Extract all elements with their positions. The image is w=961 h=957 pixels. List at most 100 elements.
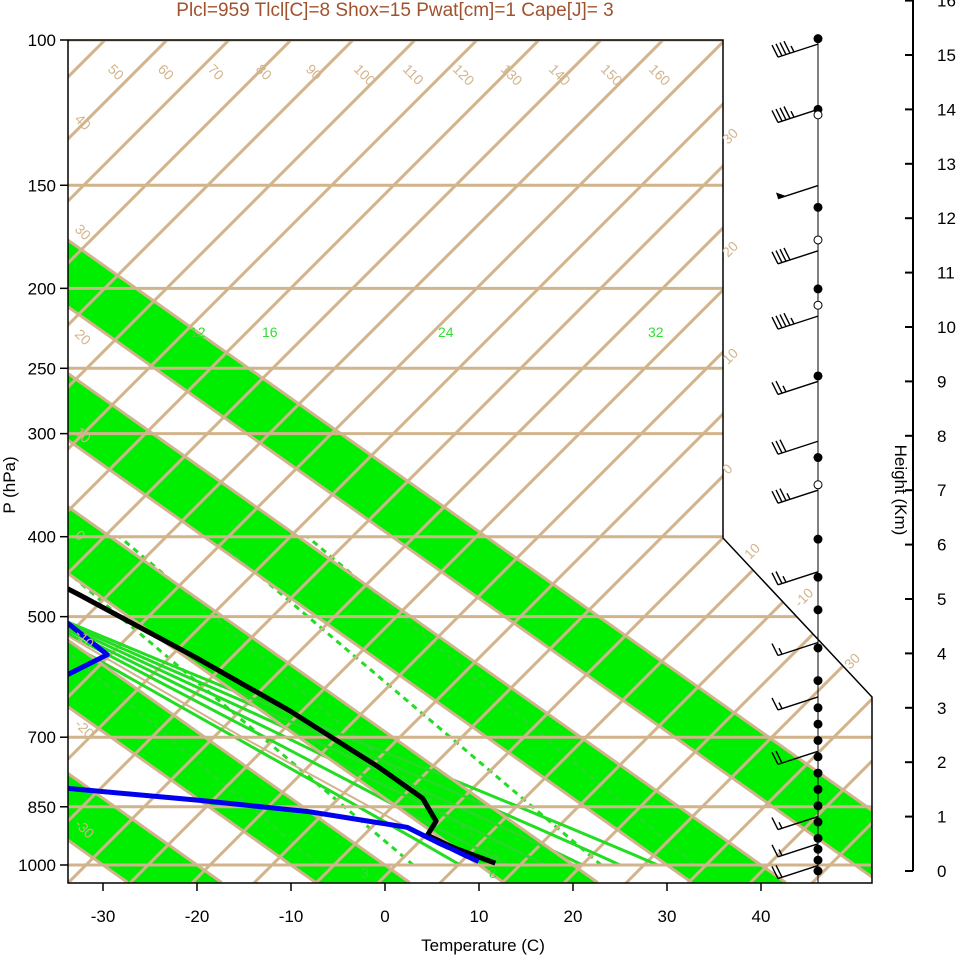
barb-flag [775, 864, 783, 878]
height-tick-label: 0 [937, 862, 946, 881]
dry-adiabat-line [128, 40, 872, 883]
wind-barb-column [771, 34, 823, 883]
barb-flag [775, 315, 783, 329]
isotherm-line [68, 40, 599, 883]
isotherm-label: 0 [719, 460, 736, 477]
height-tick-label: 1 [937, 808, 946, 827]
pressure-tick-label: 500 [28, 608, 56, 627]
dry-adiabat-line [68, 40, 872, 883]
height-tick-label: 15 [937, 46, 956, 65]
temperature-tick-label: 30 [658, 907, 677, 926]
height-dot [813, 866, 823, 876]
barb-shaft [777, 440, 819, 455]
dry-adiabat-label: 90 [303, 61, 325, 83]
isotherm-line [68, 40, 505, 883]
barb-flag [771, 251, 779, 265]
moist-adiabat-line [68, 367, 508, 867]
temperature-tick-label: -10 [279, 907, 304, 926]
wind-barb [771, 247, 819, 265]
height-tick-label: 6 [937, 536, 946, 555]
barb-flag [771, 752, 779, 765]
height-tick-label: 13 [937, 155, 956, 174]
dry-adiabat-line [500, 40, 872, 883]
plot-frame [67, 39, 873, 884]
barb-flag [783, 40, 791, 54]
x-axis-title: Temperature (C) [421, 936, 545, 955]
height-dot [813, 202, 823, 212]
isotherm-label: 10 [741, 540, 763, 562]
dry-adiabat-label: 70 [205, 61, 227, 83]
barb-flag [783, 247, 791, 261]
height-tick-label: 2 [937, 753, 946, 772]
isotherm-line [68, 40, 317, 883]
height-dot [813, 817, 823, 827]
height-tick-label: 16 [937, 0, 956, 11]
barb-flag [775, 750, 783, 764]
barb-flag [783, 312, 791, 326]
barb-shaft [777, 864, 819, 880]
barb-flag [779, 42, 787, 55]
height-dot [813, 371, 823, 381]
height-dot [813, 801, 823, 811]
height-axis-title: Height (Km) [891, 445, 910, 536]
height-tick-label: 7 [937, 481, 946, 500]
height-dot [813, 453, 823, 463]
barb-shaft [777, 250, 819, 265]
barb-half-flag [790, 317, 795, 325]
barb-shaft [777, 696, 819, 711]
wind-barb [771, 815, 819, 831]
height-dot [813, 534, 823, 544]
dry-adiabat-label: 20 [72, 326, 94, 348]
moist-adiabat-line [68, 367, 461, 867]
pressure-tick-label: 200 [28, 279, 56, 298]
wind-barb [771, 380, 819, 396]
barb-flag [775, 108, 783, 122]
dry-adiabat-line [68, 40, 674, 883]
barb-flag [771, 697, 779, 711]
height-dot [813, 752, 823, 762]
wind-barb [771, 864, 819, 880]
isotherm-line [68, 40, 787, 883]
dry-adiabat-label: 160 [646, 61, 674, 89]
barb-flag [779, 488, 787, 501]
mixing-ratio-line [306, 535, 697, 867]
barb-shaft [777, 571, 819, 586]
barb-shaft [777, 843, 819, 858]
barb-shaft [777, 641, 819, 657]
dry-adiabat-label: 110 [400, 61, 427, 88]
height-tick-label: 11 [937, 264, 955, 283]
isotherms [68, 40, 872, 883]
height-tick-label: 14 [937, 100, 956, 119]
height-dot [813, 844, 823, 854]
barb-flag [771, 490, 779, 504]
temperature-tick-label: -20 [185, 907, 210, 926]
wind-barb [771, 843, 819, 858]
height-dot [813, 735, 823, 745]
height-dot [813, 34, 823, 44]
mixing-ratio-label: 24 [438, 324, 454, 340]
y-axis-title: P (hPa) [0, 456, 19, 513]
height-dot [813, 605, 823, 615]
barb-shaft [777, 489, 819, 504]
wind-barb [771, 40, 819, 58]
isotherm-label: 30 [719, 125, 741, 147]
dry-adiabat-label: 130 [498, 61, 526, 89]
temperature-tick-label: -30 [91, 907, 116, 926]
mixing-ratio-label: 8 [489, 865, 497, 881]
height-dot [813, 284, 823, 294]
pressure-tick-label: 400 [28, 528, 56, 547]
wind-barb [776, 184, 819, 200]
dry-adiabat-label: 140 [546, 61, 574, 89]
barb-shaft [777, 380, 819, 396]
height-dot [813, 768, 823, 778]
diagram-labels: 50 60 70 80 90 100 110 120 130 140 150 160403020100… [72, 61, 863, 881]
barb-pennant [776, 192, 786, 199]
dry-adiabat-label: 80 [253, 61, 275, 83]
pressure-tick-label: 850 [28, 798, 56, 817]
dry-adiabat-line [624, 40, 872, 883]
barb-half-flag [778, 702, 783, 709]
height-dot [813, 833, 823, 843]
height-dot [813, 719, 823, 729]
